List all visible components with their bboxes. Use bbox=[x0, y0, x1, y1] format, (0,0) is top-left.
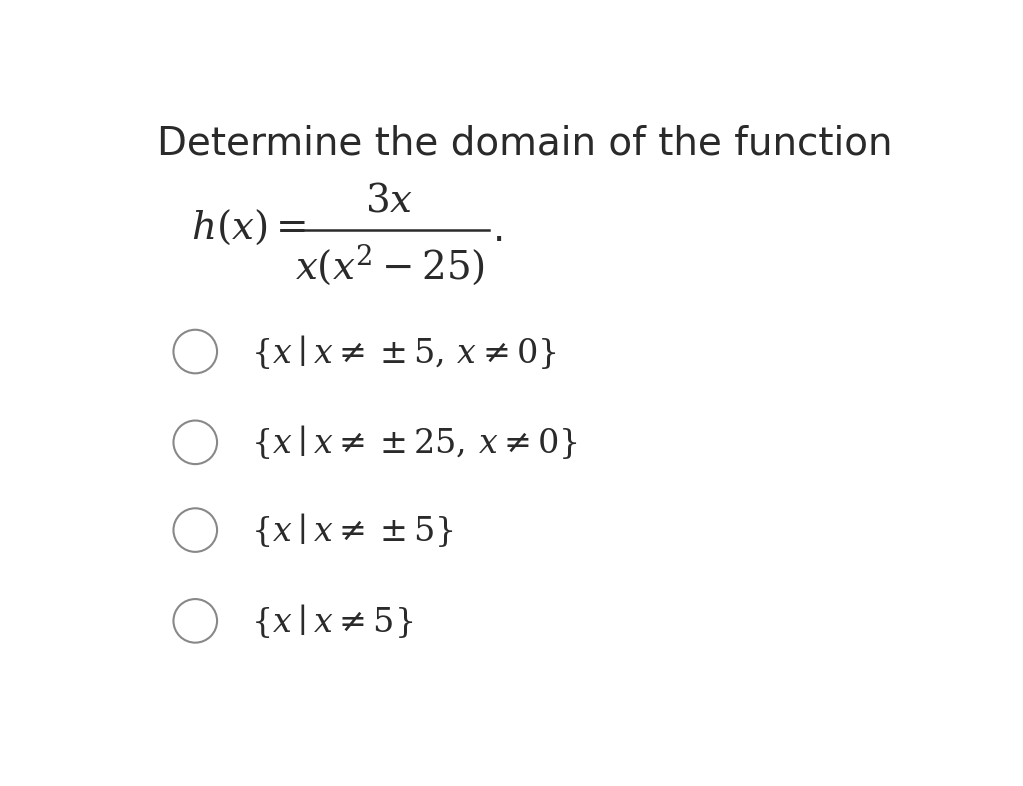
Text: $\mathit{h}(x) =$: $\mathit{h}(x) =$ bbox=[191, 208, 307, 247]
Text: $\{x\mid x\neq \pm 25,\, x\neq 0\}$: $\{x\mid x\neq \pm 25,\, x\neq 0\}$ bbox=[251, 424, 578, 461]
Text: $x\left(x^{2} - 25\right)$: $x\left(x^{2} - 25\right)$ bbox=[295, 243, 485, 287]
Text: .: . bbox=[493, 211, 505, 249]
Text: Determine the domain of the function: Determine the domain of the function bbox=[157, 124, 892, 163]
Text: $\{x\mid x\neq 5\}$: $\{x\mid x\neq 5\}$ bbox=[251, 602, 413, 640]
Text: $\{x\mid x\neq \pm 5\}$: $\{x\mid x\neq \pm 5\}$ bbox=[251, 511, 453, 549]
Text: $\{x\mid x\neq \pm 5,\, x\neq 0\}$: $\{x\mid x\neq \pm 5,\, x\neq 0\}$ bbox=[251, 332, 557, 370]
Text: $3x$: $3x$ bbox=[365, 182, 413, 219]
